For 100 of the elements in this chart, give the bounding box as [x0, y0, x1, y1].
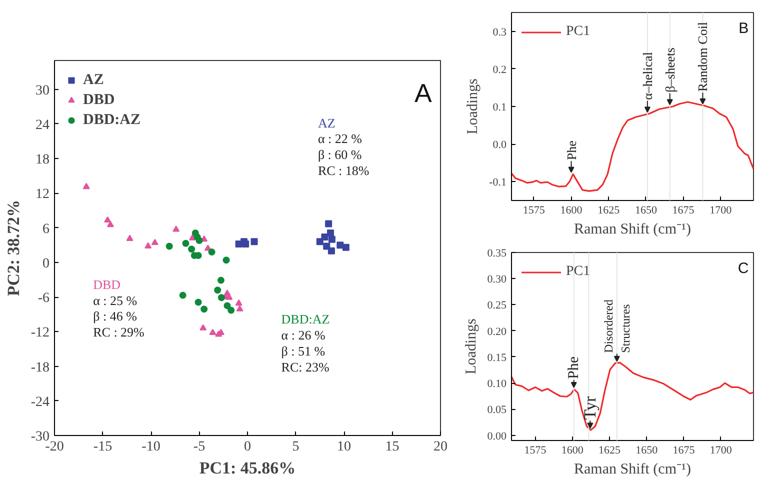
y-tick-label: 0.20: [487, 326, 507, 338]
point: [228, 306, 235, 314]
y-axis-title: Loadings: [465, 78, 482, 134]
point: [188, 246, 196, 253]
point: [200, 306, 208, 313]
annotation: β–sheets: [662, 48, 678, 92]
point: [172, 226, 180, 232]
legend-label: PC1: [566, 24, 590, 40]
y-axis-title: Loadings: [463, 318, 480, 374]
y-tick-label: 0.3: [492, 26, 507, 38]
point: [214, 286, 222, 294]
annotation: Phe: [566, 356, 582, 379]
legend-label: DBD: [83, 92, 115, 108]
point: [82, 182, 90, 190]
point: [224, 302, 231, 310]
y-tick-label: 0.25: [487, 300, 507, 312]
x-tick-label: 1650: [634, 204, 658, 216]
y-tick-label: -0.1: [489, 176, 507, 189]
point: [126, 234, 134, 241]
y-tick-label: 0.1: [492, 102, 506, 114]
x-tick-label: 1600: [561, 444, 584, 456]
point: [325, 220, 332, 228]
point: [342, 244, 350, 251]
y-tick-label: 0.00: [487, 430, 507, 442]
annotation: DBD α : 25 % β : 46 % RC : 29%: [93, 276, 145, 340]
x-tick-label: 5: [292, 440, 300, 454]
point: [235, 299, 242, 306]
point: [321, 234, 328, 241]
point: [218, 294, 225, 302]
x-tick-label: 1575: [524, 444, 547, 456]
x-tick-label: 20: [434, 440, 448, 454]
annotation: Tyr: [580, 396, 600, 420]
x-tick-label: 1650: [636, 444, 658, 456]
point: [166, 242, 173, 250]
point: [200, 324, 207, 330]
annotation: B: [738, 20, 749, 38]
point: [209, 328, 216, 336]
x-tick-label: 1700: [710, 204, 732, 216]
point: [188, 234, 196, 240]
y-tick-label: 6: [42, 222, 50, 237]
y-tick-label: -24: [30, 394, 50, 410]
legend-label: PC1: [566, 264, 590, 280]
point: [328, 247, 335, 254]
y-tick-label: 0.0: [492, 139, 507, 152]
annotation: Phe: [564, 140, 579, 160]
annotation: Random Coil: [695, 22, 710, 92]
point: [196, 237, 203, 244]
point: [336, 242, 344, 249]
y-tick-label: 18: [36, 152, 50, 168]
point: [104, 216, 112, 223]
y-tick-label: 0.35: [487, 248, 507, 260]
legend-label: AZ: [83, 72, 104, 88]
x-tick-label: -15: [93, 440, 112, 454]
line-series: [512, 101, 754, 192]
x-tick-label: 1600: [560, 204, 583, 216]
x-tick-label: 0: [244, 440, 251, 454]
point: [236, 305, 244, 312]
x-tick-label: 1675: [672, 204, 695, 216]
annotation: DBD:AZ α : 26 % β : 51 % RC: 23%: [281, 311, 330, 374]
point: [328, 236, 336, 243]
x-tick-label: 1700: [710, 444, 732, 456]
y-tick-label: 24: [36, 118, 50, 133]
point: [323, 242, 330, 250]
x-axis-title: Raman Shift (cm⁻¹): [574, 462, 691, 478]
y-tick-label: 0.15: [487, 352, 507, 364]
x-axis-title: PC1: 45.86%: [199, 458, 296, 478]
y-tick-label: 0.2: [492, 64, 506, 76]
x-tick-label: 1675: [672, 444, 696, 456]
x-tick-label: -10: [142, 440, 160, 454]
point: [217, 276, 224, 284]
x-axis-title: Raman Shift (cm⁻¹): [574, 222, 691, 238]
annotation: α–helical: [640, 52, 655, 100]
x-tick-label: 1625: [598, 444, 621, 456]
annotation: C: [738, 260, 749, 278]
y-tick-label: 0.05: [487, 404, 507, 416]
x-tick-label: -5: [193, 440, 206, 454]
x-tick-label: 1625: [598, 204, 620, 216]
y-tick-label: -18: [30, 360, 50, 376]
point: [194, 298, 202, 306]
y-tick-label: 12: [36, 187, 50, 202]
point: [106, 220, 114, 228]
point: [144, 242, 152, 248]
x-tick-label: 1575: [522, 204, 546, 216]
point: [179, 292, 186, 299]
point: [250, 238, 258, 246]
y-tick-label: -12: [30, 326, 50, 341]
x-tick-label: 10: [337, 440, 351, 454]
point: [326, 230, 334, 236]
point: [208, 248, 216, 256]
y-tick-label: 30: [36, 83, 50, 98]
annotation: AZ α : 22 % β : 60 % RC : 18%: [318, 115, 370, 178]
annotation: Disordered Structures: [602, 300, 632, 353]
legend-label: DBD:AZ: [83, 112, 141, 128]
y-axis-title: PC2: 38.72%: [4, 200, 23, 296]
y-tick-label: 0.30: [487, 274, 507, 286]
point: [182, 240, 190, 247]
y-tick-label: -6: [38, 291, 50, 306]
annotation: A: [414, 78, 432, 108]
point: [151, 238, 158, 246]
y-tick-label: 0.10: [487, 378, 507, 390]
